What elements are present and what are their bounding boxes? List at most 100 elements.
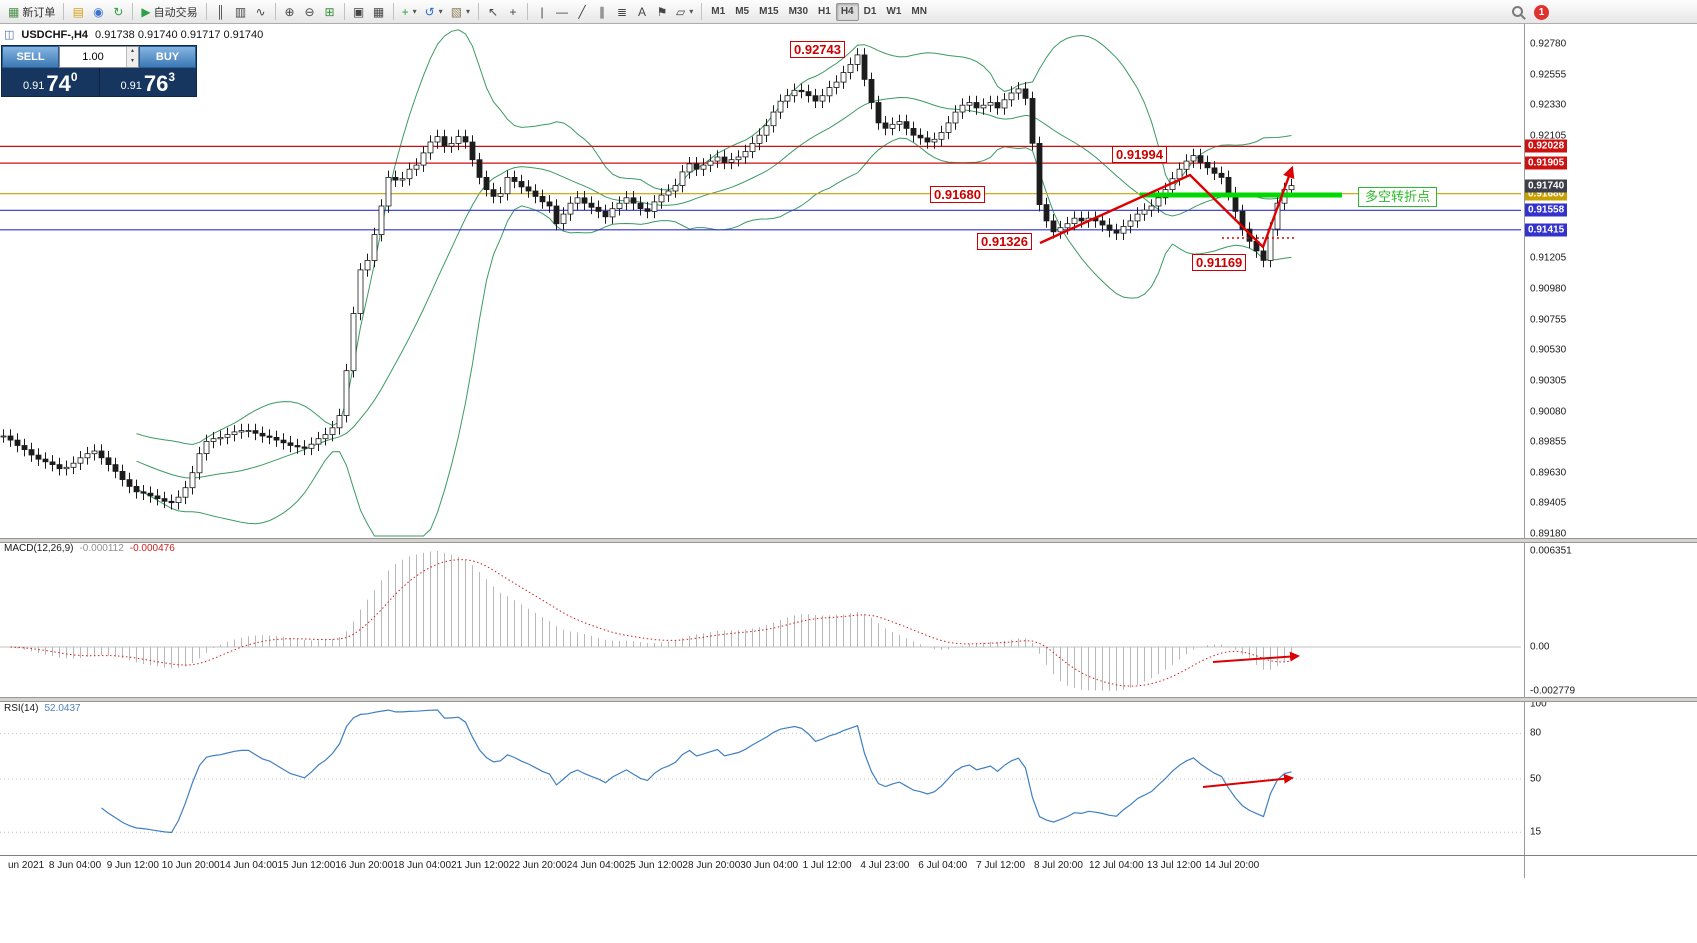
trendline-button[interactable]: ╱	[572, 2, 592, 22]
timeframe-button-m15[interactable]: M15	[754, 3, 783, 21]
timeframe-button-h1[interactable]: H1	[813, 3, 836, 21]
timeframe-button-h4[interactable]: H4	[835, 2, 859, 21]
rsi-axis-label: 15	[1530, 826, 1542, 838]
candle-body	[1211, 167, 1218, 174]
shapes-button[interactable]: ▱ ▾	[672, 2, 697, 22]
sell-button[interactable]: SELL	[2, 46, 59, 68]
price-axis-tick: 0.90305	[1530, 375, 1567, 387]
new-chart-button[interactable]: + ▾	[398, 2, 421, 22]
volume-input[interactable]	[60, 47, 126, 67]
autotrading-button[interactable]: ▶ 自动交易	[137, 2, 201, 22]
candle-body	[476, 159, 483, 178]
refresh-icon-button[interactable]: ↻	[108, 2, 128, 22]
macd-main-value: -0.000112	[79, 543, 124, 554]
price-scale-border	[1524, 24, 1525, 878]
price-callout-label[interactable]: 0.91169	[1192, 254, 1247, 271]
candle-body	[1036, 142, 1043, 205]
macd-trend-arrow[interactable]	[1212, 651, 1300, 663]
price-callout-label[interactable]: 0.91994	[1112, 146, 1167, 163]
candle-body	[833, 81, 840, 88]
symbol-icon[interactable]: ◫	[4, 29, 15, 41]
crosshair-button[interactable]: +	[503, 2, 523, 22]
candle-body	[105, 457, 112, 465]
shapes-icon: ▱	[676, 4, 686, 19]
time-axis-separator	[0, 855, 1697, 856]
turning-point-label[interactable]: 多空转折点	[1358, 187, 1438, 207]
candle-body	[525, 186, 532, 192]
notification-badge[interactable]: 1	[1534, 4, 1549, 20]
cascade-windows-button[interactable]: ▦	[369, 2, 389, 22]
candle-body	[777, 100, 784, 113]
candle-body	[462, 136, 469, 143]
timeframe-button-w1[interactable]: W1	[881, 3, 906, 21]
bar-chart-button[interactable]: ║	[211, 2, 231, 22]
candle-body	[1134, 213, 1141, 222]
current-price-tag: 0.91740	[1525, 179, 1568, 193]
candle-body	[280, 439, 287, 444]
candle-body	[0, 435, 7, 438]
price-callout-label[interactable]: 0.91326	[977, 233, 1032, 250]
horizontal-line-button[interactable]: —	[552, 2, 572, 22]
price-axis-tick: 0.89180	[1530, 528, 1567, 540]
candle-body	[1099, 220, 1106, 226]
new-chart-icon: +	[401, 4, 409, 19]
candle-body	[301, 446, 308, 449]
candle-body	[35, 454, 42, 460]
templates-button[interactable]: ▧ ▾	[447, 2, 474, 22]
candle-body	[518, 181, 525, 188]
vertical-line-button[interactable]: |	[532, 2, 552, 22]
volume-increase-button[interactable]: ▴	[127, 47, 138, 57]
line-chart-button[interactable]: ∿	[251, 2, 271, 22]
macd-signal-value: -0.000476	[129, 543, 175, 554]
indicators-button[interactable]: ⊞	[320, 2, 340, 22]
bar-chart-icon: ║	[216, 4, 225, 19]
rsi-axis-label: 50	[1530, 773, 1542, 785]
zoom-out-button[interactable]: ⊖	[300, 2, 320, 22]
toolbar-right-group: 1	[1512, 0, 1549, 24]
time-axis-label: 22 Jun 20:00	[508, 860, 567, 871]
candle-body	[490, 189, 497, 197]
candle-body	[287, 442, 294, 446]
timeframe-button-m5[interactable]: M5	[730, 3, 754, 21]
price-callout-label[interactable]: 0.91680	[930, 186, 985, 203]
price-callout-label[interactable]: 0.92743	[790, 41, 845, 58]
tile-windows-button[interactable]: ▣	[349, 2, 369, 22]
search-icon[interactable]	[1512, 5, 1525, 19]
time-axis-label: 25 Jun 12:00	[624, 860, 683, 871]
candle-body	[903, 121, 910, 129]
new-order-button[interactable]: ▦ 新订单	[4, 2, 59, 22]
panel-divider-rsi[interactable]	[0, 697, 1697, 702]
timeframe-button-d1[interactable]: D1	[859, 3, 882, 21]
fibonacci-button[interactable]: ≣	[612, 2, 632, 22]
text-button[interactable]: A	[632, 2, 652, 22]
cursor-button[interactable]: ↖	[483, 2, 503, 22]
buy-button[interactable]: BUY	[139, 46, 196, 68]
candle-body	[1176, 168, 1183, 180]
trend-zigzag-arrow[interactable]	[1039, 165, 1295, 250]
timeframe-button-mn[interactable]: MN	[906, 3, 932, 21]
navigator-icon-button[interactable]: ◉	[88, 2, 108, 22]
chart-canvas[interactable]	[0, 24, 1697, 943]
candle-body	[798, 89, 805, 93]
candle-body	[651, 201, 658, 212]
candle-body	[1239, 210, 1246, 230]
rsi-trend-arrow[interactable]	[1202, 773, 1294, 788]
price-axis-tick: 0.90755	[1530, 314, 1567, 326]
candle-body	[7, 435, 14, 441]
candle-body	[1008, 92, 1015, 101]
candle-body	[504, 176, 511, 195]
market-watch-icon-button[interactable]: ▤	[68, 2, 88, 22]
candle-body	[1106, 224, 1113, 231]
candle-body	[966, 102, 973, 106]
panel-divider-macd[interactable]	[0, 538, 1697, 543]
candle-body	[1218, 172, 1225, 178]
channel-button[interactable]: ∥	[592, 2, 612, 22]
volume-decrease-button[interactable]: ▾	[127, 57, 138, 67]
profiles-button[interactable]: ↺ ▾	[421, 2, 447, 22]
timeframe-button-m30[interactable]: M30	[784, 3, 813, 21]
candle-body	[938, 132, 945, 140]
zoom-in-button[interactable]: ⊕	[280, 2, 300, 22]
label-button[interactable]: ⚑	[652, 2, 672, 22]
candlestick-chart-button[interactable]: ▥	[231, 2, 251, 22]
timeframe-button-m1[interactable]: M1	[706, 3, 730, 21]
